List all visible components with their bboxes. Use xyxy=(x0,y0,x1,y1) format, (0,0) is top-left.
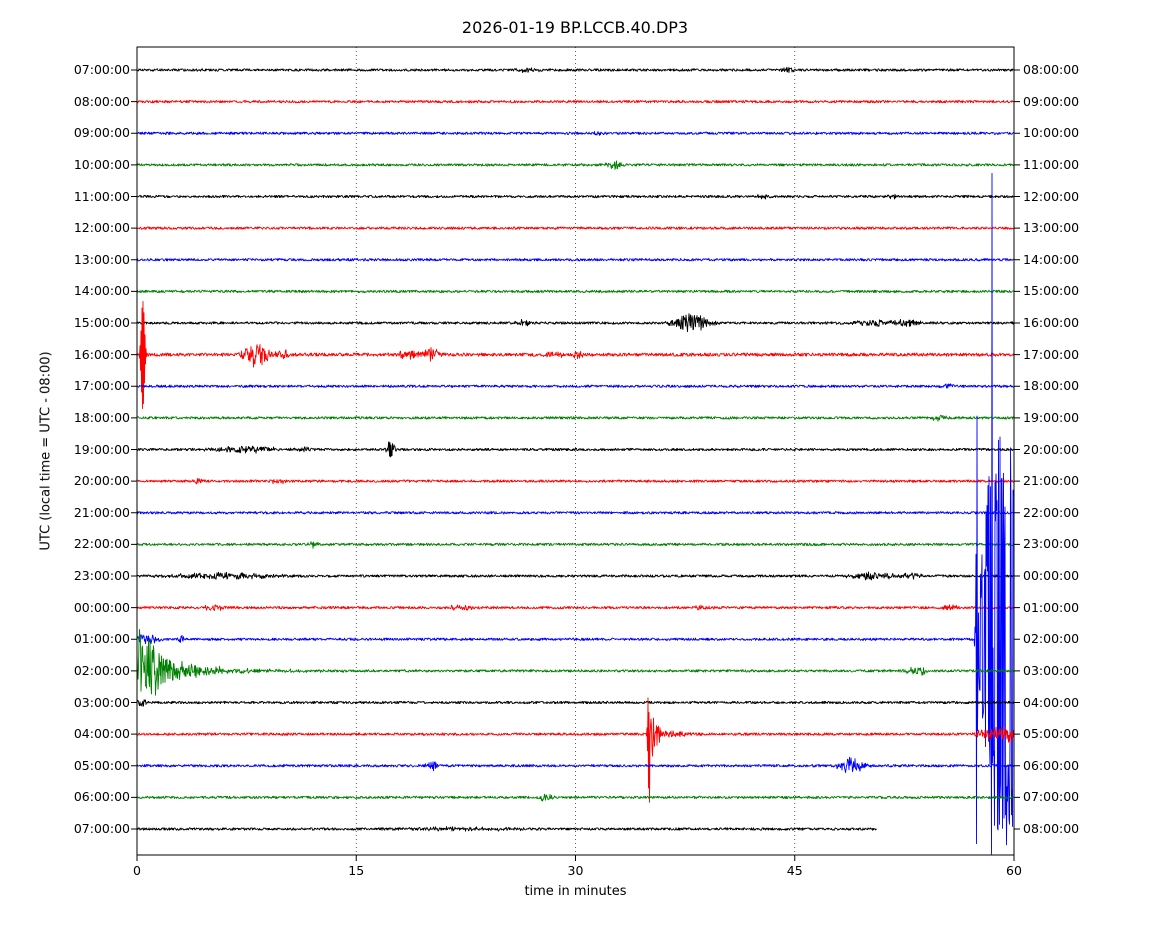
row-label-right: 05:00:00 xyxy=(1023,726,1080,742)
row-label-left: 17:00:00 xyxy=(73,378,130,394)
row-label-left: 15:00:00 xyxy=(73,315,130,330)
x-tick-label: 45 xyxy=(786,863,803,878)
row-label-right: 09:00:00 xyxy=(1023,93,1080,109)
row-label-right: 13:00:00 xyxy=(1023,220,1080,236)
row-label-left: 18:00:00 xyxy=(73,409,130,425)
x-tick-label: 30 xyxy=(567,863,584,878)
row-label-left: 05:00:00 xyxy=(73,757,130,773)
row-label-right: 22:00:00 xyxy=(1023,504,1080,520)
row-label-left: 03:00:00 xyxy=(73,694,130,710)
row-label-right: 04:00:00 xyxy=(1023,694,1080,710)
x-tick-label: 0 xyxy=(133,863,141,878)
row-label-right: 00:00:00 xyxy=(1023,568,1080,583)
row-label-left: 11:00:00 xyxy=(73,188,130,204)
row-label-right: 08:00:00 xyxy=(1023,821,1080,836)
row-label-right: 07:00:00 xyxy=(1023,789,1080,805)
row-label-left: 00:00:00 xyxy=(73,599,130,615)
row-label-left: 12:00:00 xyxy=(73,220,130,236)
row-label-left: 02:00:00 xyxy=(73,662,130,678)
row-label-left: 07:00:00 xyxy=(73,62,130,77)
row-label-left: 07:00:00 xyxy=(73,821,130,836)
row-label-left: 09:00:00 xyxy=(73,125,130,141)
row-label-right: 01:00:00 xyxy=(1023,599,1080,615)
row-label-right: 17:00:00 xyxy=(1023,346,1080,362)
row-label-right: 14:00:00 xyxy=(1023,251,1080,267)
row-label-left: 14:00:00 xyxy=(73,283,130,299)
row-label-right: 12:00:00 xyxy=(1023,188,1080,204)
row-label-left: 10:00:00 xyxy=(73,156,130,172)
row-label-right: 23:00:00 xyxy=(1023,536,1080,552)
row-label-left: 08:00:00 xyxy=(73,93,130,109)
row-label-left: 23:00:00 xyxy=(73,568,130,583)
row-label-right: 20:00:00 xyxy=(1023,441,1080,457)
row-label-left: 01:00:00 xyxy=(73,631,130,647)
row-label-right: 11:00:00 xyxy=(1023,156,1080,172)
row-label-left: 06:00:00 xyxy=(73,789,130,805)
row-label-left: 21:00:00 xyxy=(73,504,130,520)
x-tick-label: 15 xyxy=(348,863,365,878)
row-label-left: 20:00:00 xyxy=(73,473,130,489)
row-label-right: 03:00:00 xyxy=(1023,662,1080,678)
row-label-right: 18:00:00 xyxy=(1023,378,1080,394)
x-tick-label: 60 xyxy=(1006,863,1022,878)
row-label-right: 06:00:00 xyxy=(1023,757,1080,773)
row-label-right: 10:00:00 xyxy=(1023,125,1080,141)
row-label-right: 15:00:00 xyxy=(1023,283,1080,299)
row-label-right: 16:00:00 xyxy=(1023,315,1080,330)
row-label-left: 13:00:00 xyxy=(73,251,130,267)
row-label-right: 02:00:00 xyxy=(1023,631,1080,647)
x-axis-label: time in minutes xyxy=(524,884,627,899)
row-label-left: 22:00:00 xyxy=(73,536,130,552)
row-label-right: 08:00:00 xyxy=(1023,62,1080,77)
row-label-right: 19:00:00 xyxy=(1023,409,1080,425)
row-label-left: 19:00:00 xyxy=(73,441,130,457)
chart-title: 2026-01-19 BP.LCCB.40.DP3 xyxy=(461,18,689,37)
row-label-left: 16:00:00 xyxy=(73,346,130,362)
row-label-left: 04:00:00 xyxy=(73,726,130,742)
row-label-right: 21:00:00 xyxy=(1023,473,1080,489)
